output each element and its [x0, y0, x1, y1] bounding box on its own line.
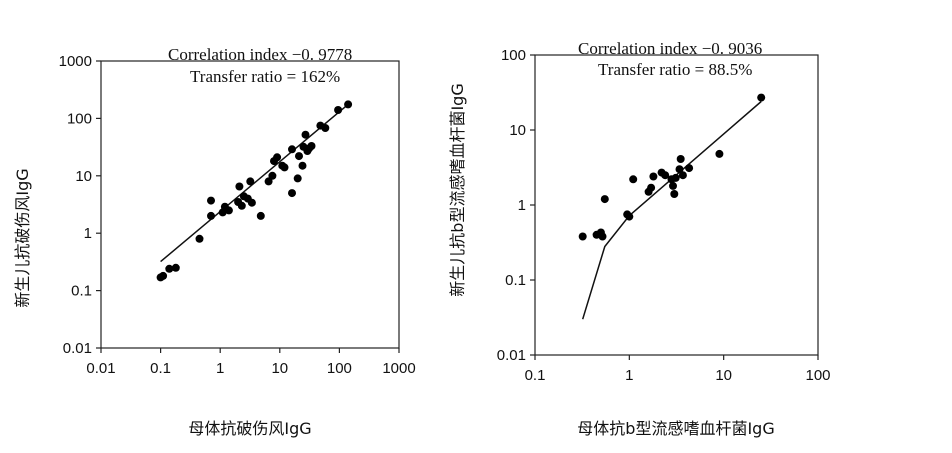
data-point — [685, 164, 694, 173]
chart-left-fit-line — [160, 103, 349, 263]
x-tick-label: 1 — [216, 360, 224, 377]
data-point — [165, 264, 174, 273]
data-point — [661, 171, 670, 180]
x-tick-label: 1 — [625, 367, 633, 384]
data-point — [670, 190, 679, 198]
y-tick-label: 10 — [75, 168, 92, 185]
y-tick-label: 1 — [518, 197, 526, 214]
data-point — [669, 181, 677, 190]
data-point — [195, 234, 204, 243]
y-tick-label: 1 — [84, 225, 92, 242]
data-point — [715, 149, 724, 158]
data-point — [207, 196, 215, 205]
data-point — [334, 106, 343, 114]
data-point — [671, 173, 680, 182]
chart-right-fit-line — [581, 100, 762, 320]
data-point — [600, 195, 609, 204]
x-tick-label: 10 — [715, 367, 732, 384]
data-point — [344, 100, 353, 109]
data-point — [159, 271, 168, 280]
chart-left-annotation-transfer: Transfer ratio = 162% — [190, 67, 340, 86]
data-point — [625, 212, 634, 221]
fit-line-path — [581, 100, 762, 320]
y-tick-label: 100 — [67, 110, 92, 127]
chart-right-xlabel: 母体抗b型流感嗜血杆菌IgG — [577, 419, 774, 438]
data-point — [675, 165, 684, 174]
y-tick-label: 0.1 — [71, 283, 92, 300]
data-point — [649, 172, 658, 181]
data-point — [293, 174, 302, 183]
data-point — [647, 183, 656, 192]
chart-left: 0.01 0.1 1 10 100 1000 0.01 0.1 1 10 100 1000 Corre… — [13, 45, 416, 438]
data-point — [298, 161, 307, 170]
chart-right-ticks: 0.1 1 10 100 0.01 0.1 1 10 100 — [497, 47, 831, 384]
chart-right-ylabel: 新生儿抗b型流感嗜血杆菌IgG — [448, 83, 467, 296]
data-point — [307, 142, 316, 150]
fit-line-path — [160, 103, 349, 263]
x-tick-label: 0.1 — [525, 367, 546, 384]
x-tick-label: 0.01 — [86, 360, 115, 377]
chart-right-annotation-transfer: Transfer ratio = 88.5% — [598, 60, 752, 79]
y-tick-label: 0.01 — [497, 347, 526, 364]
x-tick-label: 10 — [271, 360, 288, 377]
data-point — [678, 171, 687, 180]
y-tick-label: 10 — [509, 122, 526, 139]
data-point — [235, 182, 244, 191]
data-point — [256, 211, 265, 220]
data-point — [321, 124, 330, 132]
data-point — [224, 206, 233, 215]
data-point — [268, 171, 277, 180]
data-point — [598, 232, 607, 241]
data-point — [288, 189, 296, 198]
data-point — [273, 153, 282, 162]
data-point — [295, 152, 303, 161]
chart-left-annotation-correlation: Correlation index −0. 9778 — [168, 45, 352, 64]
chart-right: 0.1 1 10 100 0.01 0.1 1 10 100 Correlation index… — [448, 39, 831, 438]
chart-left-ylabel: 新生儿抗破伤风IgG — [13, 168, 32, 307]
y-tick-label: 100 — [501, 47, 526, 64]
data-point — [288, 145, 296, 154]
chart-right-points — [578, 93, 766, 241]
chart-right-annotation-correlation: Correlation index −0. 9036 — [578, 39, 762, 58]
y-tick-label: 0.01 — [63, 340, 92, 357]
x-tick-label: 0.1 — [150, 360, 171, 377]
y-tick-label: 0.1 — [505, 272, 526, 289]
data-point — [629, 175, 638, 184]
data-point — [207, 211, 215, 220]
data-point — [301, 130, 310, 139]
data-point — [280, 163, 289, 172]
chart-left-points — [156, 100, 353, 282]
x-tick-label: 100 — [805, 367, 830, 384]
data-point — [246, 177, 255, 186]
y-tick-label: 1000 — [59, 53, 92, 70]
x-tick-label: 1000 — [382, 360, 415, 377]
chart-left-xlabel: 母体抗破伤风IgG — [188, 419, 311, 438]
chart-left-frame — [100, 60, 400, 349]
data-point — [237, 201, 246, 210]
chart-left-ticks: 0.01 0.1 1 10 100 1000 0.01 0.1 1 10 100 1000 — [59, 53, 416, 377]
data-point — [578, 232, 587, 241]
data-point — [171, 263, 180, 272]
data-point — [264, 177, 273, 186]
x-tick-label: 100 — [327, 360, 352, 377]
data-point — [757, 93, 766, 102]
data-point — [676, 155, 685, 163]
chart-right-frame — [534, 54, 819, 356]
data-point — [247, 198, 256, 207]
